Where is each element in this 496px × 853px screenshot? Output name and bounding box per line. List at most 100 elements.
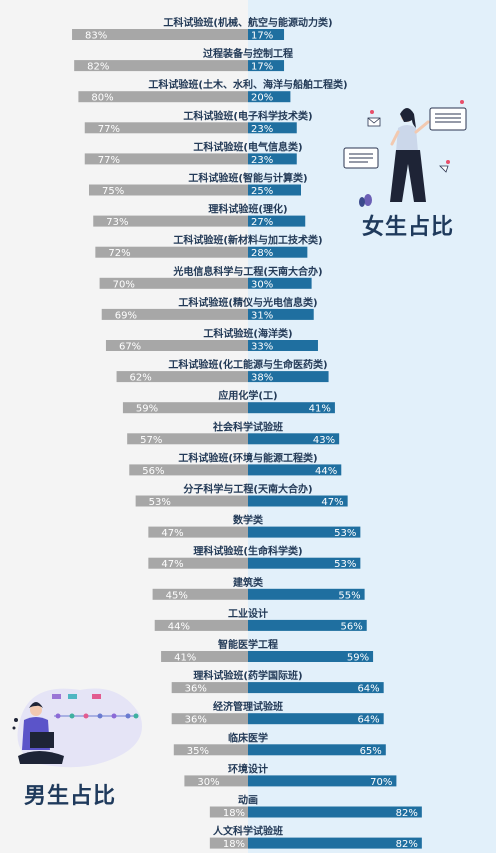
male-value-label: 82% bbox=[87, 62, 109, 73]
category-label: 经济管理试验班 bbox=[213, 700, 283, 713]
male-value-label: 18% bbox=[223, 808, 245, 819]
male-value-label: 45% bbox=[166, 590, 188, 601]
female-value-label: 23% bbox=[251, 155, 273, 166]
male-value-label: 30% bbox=[197, 777, 219, 788]
male-value-label: 41% bbox=[174, 653, 196, 664]
male-bar bbox=[84, 153, 248, 165]
female-ratio-title: 女生占比 bbox=[362, 215, 455, 240]
female-bar bbox=[248, 91, 291, 103]
female-value-label: 27% bbox=[251, 217, 273, 228]
category-label: 工业设计 bbox=[228, 607, 268, 620]
female-bar bbox=[248, 806, 422, 818]
female-bar bbox=[248, 215, 306, 227]
female-value-label: 70% bbox=[370, 777, 392, 788]
category-label: 数学类 bbox=[233, 514, 263, 527]
male-value-label: 59% bbox=[136, 404, 158, 415]
male-value-label: 72% bbox=[108, 248, 130, 259]
category-label: 工科试验班(化工能源与生命医药类) bbox=[168, 358, 327, 371]
female-value-label: 25% bbox=[251, 186, 273, 197]
female-value-label: 43% bbox=[313, 435, 335, 446]
category-label: 工科试验班(机械、航空与能源动力类) bbox=[163, 16, 332, 29]
category-label: 工科试验班(海洋类) bbox=[203, 327, 292, 340]
male-value-label: 57% bbox=[140, 435, 162, 446]
male-bar bbox=[209, 837, 248, 849]
male-bar bbox=[129, 464, 248, 476]
female-bar bbox=[248, 619, 367, 631]
female-value-label: 41% bbox=[309, 404, 331, 415]
category-label: 工科试验班(电子科学技术类) bbox=[183, 109, 312, 122]
category-label: 环境设计 bbox=[228, 762, 268, 775]
female-bar bbox=[248, 433, 340, 445]
female-bar bbox=[248, 60, 285, 72]
male-value-label: 47% bbox=[161, 559, 183, 570]
female-bar bbox=[248, 246, 308, 258]
female-bar bbox=[248, 588, 365, 600]
male-value-label: 47% bbox=[161, 528, 183, 539]
male-value-label: 36% bbox=[185, 684, 207, 695]
category-label: 工科试验班(智能与计算类) bbox=[188, 172, 307, 185]
female-value-label: 38% bbox=[251, 373, 273, 384]
male-bar bbox=[74, 60, 248, 72]
male-bar bbox=[89, 184, 248, 196]
category-label: 建筑类 bbox=[232, 576, 263, 589]
male-bar bbox=[72, 29, 248, 40]
female-value-label: 55% bbox=[338, 590, 360, 601]
female-value-label: 53% bbox=[334, 528, 356, 539]
male-bar bbox=[173, 744, 248, 756]
male-ratio-title: 男生占比 bbox=[24, 784, 117, 809]
category-label: 临床医学 bbox=[228, 731, 268, 744]
female-bar bbox=[248, 371, 329, 383]
female-value-label: 47% bbox=[321, 497, 343, 508]
female-value-label: 17% bbox=[251, 31, 273, 42]
female-value-label: 31% bbox=[251, 310, 273, 321]
category-label: 人文科学试验班 bbox=[213, 825, 283, 838]
female-bar bbox=[248, 153, 297, 165]
male-value-label: 77% bbox=[98, 155, 120, 166]
female-value-label: 30% bbox=[251, 279, 273, 290]
male-bar bbox=[122, 402, 248, 414]
male-value-label: 83% bbox=[85, 31, 107, 42]
male-bar bbox=[148, 526, 248, 538]
category-label: 动画 bbox=[238, 794, 258, 807]
category-label: 社会科学试验班 bbox=[212, 420, 283, 433]
male-bar bbox=[99, 277, 248, 289]
male-bar bbox=[93, 215, 249, 227]
female-value-label: 23% bbox=[251, 124, 273, 135]
male-value-label: 18% bbox=[223, 839, 245, 850]
male-bar bbox=[101, 308, 248, 320]
female-bar bbox=[248, 682, 384, 694]
female-bar bbox=[248, 713, 384, 725]
male-value-label: 44% bbox=[168, 621, 190, 632]
female-bar bbox=[248, 464, 342, 476]
female-value-label: 82% bbox=[396, 808, 418, 819]
male-bar bbox=[148, 557, 248, 569]
female-bar bbox=[248, 340, 318, 351]
female-bar bbox=[248, 122, 297, 134]
female-bar bbox=[248, 184, 301, 196]
female-bar bbox=[248, 775, 397, 787]
male-value-label: 69% bbox=[115, 310, 137, 321]
female-value-label: 64% bbox=[357, 684, 379, 695]
male-bar bbox=[105, 340, 249, 351]
female-value-label: 28% bbox=[251, 248, 273, 259]
male-value-label: 73% bbox=[106, 217, 128, 228]
male-bar bbox=[154, 619, 248, 631]
male-value-label: 35% bbox=[187, 746, 209, 757]
male-bar bbox=[135, 495, 248, 507]
female-value-label: 56% bbox=[340, 621, 362, 632]
female-value-label: 20% bbox=[251, 93, 273, 104]
male-bar bbox=[78, 91, 249, 103]
category-label: 分子科学与工程(天南大合办) bbox=[183, 483, 312, 496]
category-label: 应用化学(工) bbox=[218, 389, 277, 402]
female-bar bbox=[248, 308, 314, 320]
male-value-label: 77% bbox=[98, 124, 120, 135]
male-bar bbox=[171, 713, 248, 725]
male-illustration bbox=[12, 688, 142, 768]
male-bar bbox=[171, 682, 248, 694]
category-label: 工科试验班(电气信息类) bbox=[193, 140, 302, 153]
male-value-label: 67% bbox=[119, 342, 141, 353]
male-bar bbox=[184, 775, 248, 787]
male-value-label: 56% bbox=[142, 466, 164, 477]
female-value-label: 44% bbox=[315, 466, 337, 477]
